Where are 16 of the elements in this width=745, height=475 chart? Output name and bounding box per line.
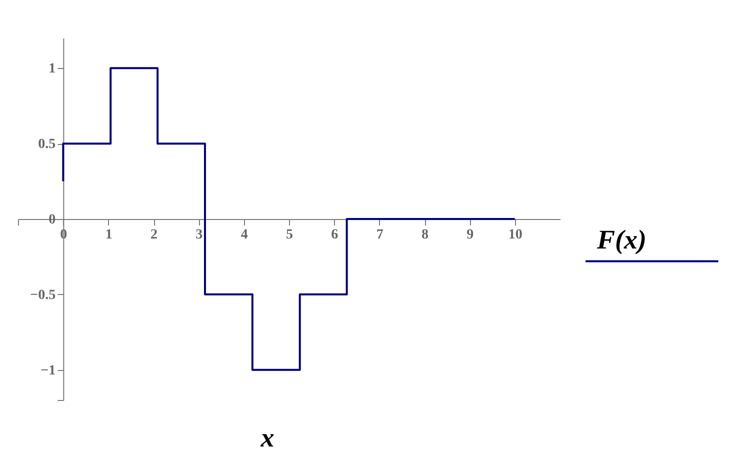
- y-tick-label: −1: [40, 363, 56, 378]
- x-tick-label: 5: [286, 228, 293, 242]
- x-tick-label: 7: [376, 228, 384, 242]
- x-tick-label: 3: [196, 228, 203, 242]
- x-tick-label: 9: [466, 228, 474, 242]
- y-tick-label: −0.5: [30, 288, 56, 303]
- x-tick-label: 2: [150, 228, 158, 242]
- y-tick-label: 0.5: [38, 137, 56, 152]
- x-axis-title: x: [260, 422, 274, 452]
- x-tick-label: 6: [331, 228, 338, 242]
- y-tick-label: 1: [48, 62, 56, 77]
- x-tick-label: 4: [240, 228, 248, 242]
- x-tick-label: 8: [422, 228, 428, 242]
- text: F(x): [596, 224, 646, 254]
- x-tick-label: 1: [105, 228, 112, 242]
- x-tick-label: 10: [508, 228, 522, 242]
